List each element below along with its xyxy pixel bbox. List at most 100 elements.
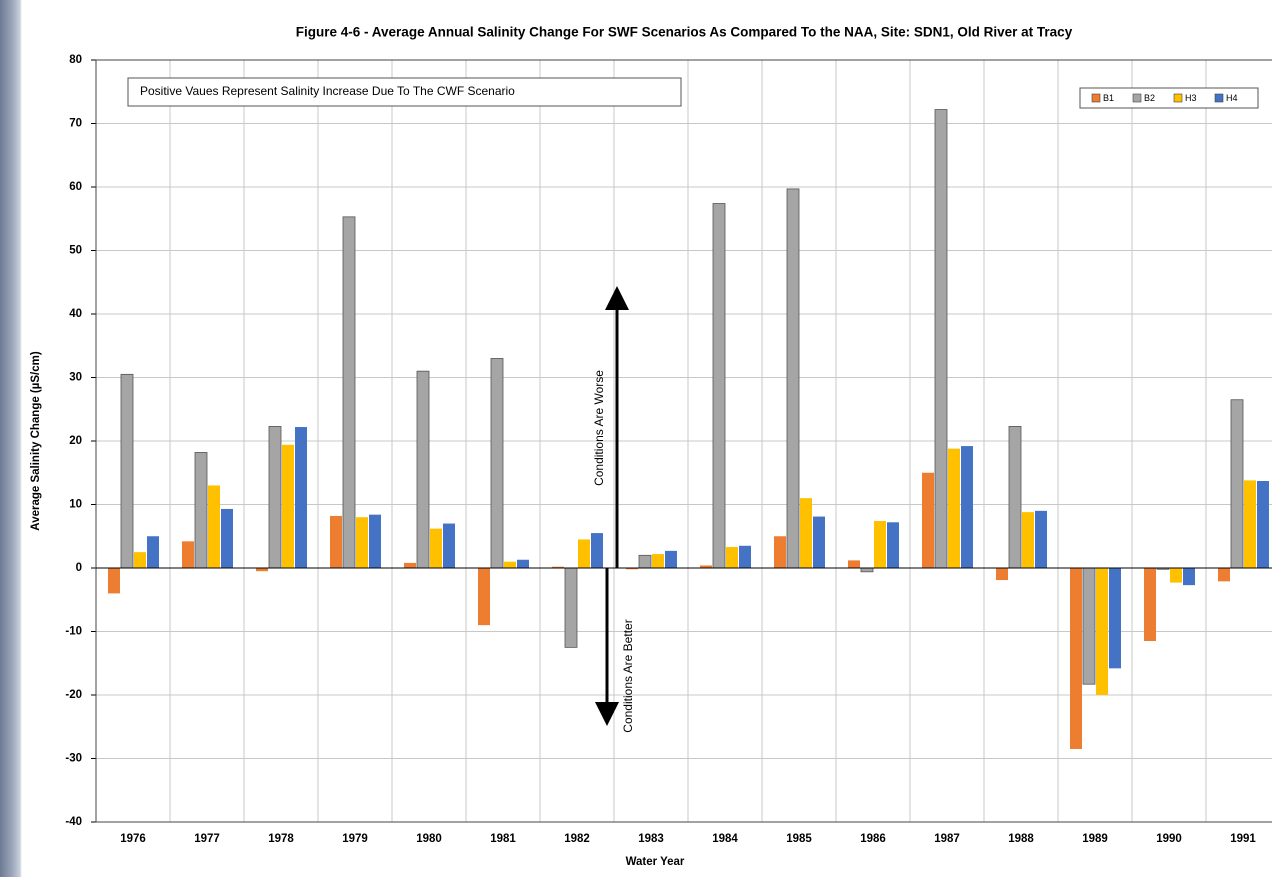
chart-background	[22, 0, 1272, 877]
annotation-frame	[127, 77, 682, 107]
y-tick-label: 40	[69, 308, 82, 320]
bar	[739, 545, 751, 568]
y-tick-label: 0	[76, 562, 82, 574]
y-tick-label: 10	[69, 499, 82, 511]
x-tick-label: 1981	[490, 833, 516, 845]
annotation-box: Positive Vaues Represent Salinity Increa…	[127, 77, 682, 107]
x-tick-label: 1987	[934, 833, 960, 845]
legend-swatch	[1091, 93, 1101, 103]
x-tick-label: 1978	[268, 833, 294, 845]
y-tick-label: 70	[69, 118, 82, 130]
y-axis-label: Average Salinity Change (µS/cm)	[30, 351, 42, 531]
plot-frame	[95, 59, 1272, 823]
x-tick-label: 1982	[564, 833, 590, 845]
x-tick-label: 1985	[786, 833, 812, 845]
legend-swatch	[1132, 93, 1142, 103]
bar	[887, 522, 899, 568]
bar	[948, 448, 960, 568]
x-tick-label: 1984	[712, 833, 738, 845]
bar	[1257, 481, 1269, 568]
bar	[800, 498, 812, 568]
bar	[578, 539, 590, 568]
y-tick-label: -20	[65, 689, 82, 701]
bar	[1170, 568, 1182, 583]
legend: B1 B2 H3 H4	[1079, 87, 1259, 109]
y-tick-label: 20	[69, 435, 82, 447]
legend-swatch	[1173, 93, 1183, 103]
bar	[1183, 568, 1195, 586]
y-tick-label: 60	[69, 181, 82, 193]
y-tick-label: -10	[65, 626, 82, 638]
y-tick-label: 30	[69, 372, 82, 384]
bar	[478, 568, 490, 626]
legend-label: B2	[1144, 93, 1155, 103]
bar	[813, 516, 825, 568]
bar	[564, 567, 578, 648]
x-tick-label: 1989	[1082, 833, 1108, 845]
bar	[517, 559, 529, 568]
x-tick-label: 1983	[638, 833, 664, 845]
bar	[712, 203, 726, 569]
bar	[256, 568, 268, 572]
bar	[1070, 568, 1082, 749]
y-tick-label: -40	[65, 816, 82, 828]
bar	[134, 552, 146, 568]
y-tick-label: 80	[69, 54, 82, 66]
y-tick-label: 50	[69, 245, 82, 257]
plot-area: -40 -30 -20 -10 0 10 20 30 40 50 60 70 80 1976 1977 197…	[65, 54, 1272, 845]
x-tick-label: 1988	[1008, 833, 1034, 845]
bar	[1082, 567, 1096, 685]
x-tick-label: 1986	[860, 833, 886, 845]
bar	[626, 568, 638, 570]
bar	[1144, 568, 1156, 642]
legend-swatch	[1214, 93, 1224, 103]
bar	[221, 508, 233, 568]
bar	[1096, 568, 1108, 695]
bar	[700, 565, 712, 568]
bar	[282, 444, 294, 568]
x-tick-label: 1991	[1230, 833, 1256, 845]
bar	[1218, 568, 1230, 582]
bar	[208, 485, 220, 568]
bar	[786, 188, 800, 569]
bar	[774, 536, 786, 568]
y-tick-label: -30	[65, 753, 82, 765]
annotation-worse: Conditions Are Worse	[592, 370, 606, 486]
bar	[1035, 510, 1047, 568]
legend-label: H3	[1185, 93, 1197, 103]
bar	[342, 216, 356, 569]
bar	[848, 560, 860, 568]
bar	[1244, 480, 1256, 568]
bar	[874, 521, 886, 568]
bar	[652, 554, 664, 568]
bar	[591, 533, 603, 568]
bar	[961, 446, 973, 568]
bar	[552, 566, 564, 568]
bar	[369, 514, 381, 568]
x-tick-label: 1990	[1156, 833, 1182, 845]
bar	[934, 109, 948, 569]
annotation-text: Positive Vaues Represent Salinity Increa…	[140, 84, 515, 98]
bar	[922, 472, 934, 568]
bar	[638, 554, 652, 569]
bar	[330, 515, 342, 568]
x-tick-label: 1977	[194, 833, 220, 845]
bar	[404, 562, 416, 568]
bar	[268, 425, 282, 569]
x-axis-label: Water Year	[626, 856, 685, 868]
bar	[726, 547, 738, 568]
bar	[1109, 568, 1121, 669]
bar	[1008, 425, 1022, 569]
bar	[356, 517, 368, 568]
annotation-better: Conditions Are Better	[621, 619, 635, 732]
bar	[860, 567, 874, 573]
bar	[443, 523, 455, 568]
chart-title: Figure 4-6 - Average Annual Salinity Cha…	[296, 25, 1073, 40]
bar	[996, 568, 1008, 581]
bar	[665, 550, 677, 568]
bar	[120, 373, 134, 569]
x-tick-label: 1980	[416, 833, 442, 845]
legend-label: H4	[1226, 93, 1238, 103]
